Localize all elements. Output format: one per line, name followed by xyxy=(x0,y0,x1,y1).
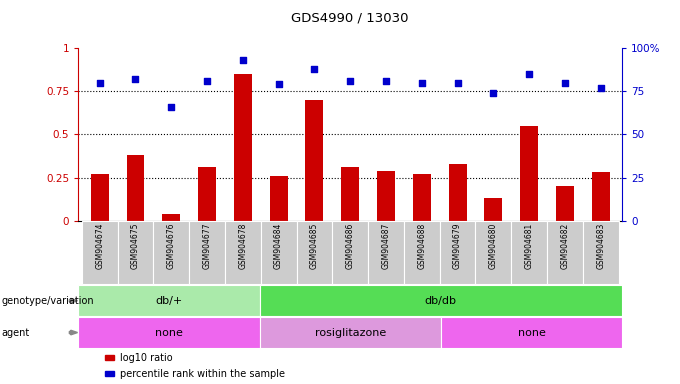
Point xyxy=(524,71,534,77)
Text: GSM904681: GSM904681 xyxy=(525,223,534,269)
FancyBboxPatch shape xyxy=(260,221,296,284)
FancyBboxPatch shape xyxy=(368,221,404,284)
Point xyxy=(273,81,284,88)
Bar xyxy=(341,167,359,221)
Bar xyxy=(126,155,144,221)
Bar xyxy=(90,174,109,221)
FancyBboxPatch shape xyxy=(475,221,511,284)
Bar xyxy=(449,164,466,221)
FancyBboxPatch shape xyxy=(225,221,260,284)
Text: GSM904685: GSM904685 xyxy=(310,223,319,269)
Text: GSM904675: GSM904675 xyxy=(131,223,140,269)
FancyBboxPatch shape xyxy=(333,221,368,284)
Bar xyxy=(198,167,216,221)
Text: db/+: db/+ xyxy=(155,296,182,306)
Point xyxy=(416,79,427,86)
Text: none: none xyxy=(517,328,545,338)
Text: GSM904678: GSM904678 xyxy=(238,223,248,269)
Point xyxy=(595,85,606,91)
Point xyxy=(201,78,212,84)
FancyBboxPatch shape xyxy=(583,221,619,284)
Point xyxy=(452,79,463,86)
Text: GSM904674: GSM904674 xyxy=(95,223,104,269)
Bar xyxy=(413,174,430,221)
FancyBboxPatch shape xyxy=(118,221,154,284)
Bar xyxy=(260,317,441,348)
FancyBboxPatch shape xyxy=(440,221,475,284)
Text: none: none xyxy=(155,328,183,338)
Point xyxy=(488,90,499,96)
Bar xyxy=(163,214,180,221)
Text: GDS4990 / 13030: GDS4990 / 13030 xyxy=(292,12,409,25)
FancyBboxPatch shape xyxy=(296,221,333,284)
Text: genotype/variation: genotype/variation xyxy=(1,296,94,306)
Text: GSM904679: GSM904679 xyxy=(453,223,462,269)
Point xyxy=(345,78,356,84)
Text: rosiglitazone: rosiglitazone xyxy=(315,328,386,338)
Text: GSM904686: GSM904686 xyxy=(345,223,355,269)
Bar xyxy=(270,176,288,221)
Bar xyxy=(78,317,260,348)
Text: GSM904682: GSM904682 xyxy=(560,223,569,269)
Point xyxy=(130,76,141,82)
FancyBboxPatch shape xyxy=(189,221,225,284)
FancyBboxPatch shape xyxy=(511,221,547,284)
Text: GSM904676: GSM904676 xyxy=(167,223,175,269)
FancyBboxPatch shape xyxy=(547,221,583,284)
Bar xyxy=(260,285,622,316)
Text: db/db: db/db xyxy=(425,296,457,306)
Bar xyxy=(305,100,324,221)
Text: percentile rank within the sample: percentile rank within the sample xyxy=(120,369,285,379)
Point xyxy=(560,79,571,86)
Text: GSM904683: GSM904683 xyxy=(596,223,605,269)
Text: GSM904687: GSM904687 xyxy=(381,223,390,269)
Text: GSM904677: GSM904677 xyxy=(203,223,211,269)
Point xyxy=(237,57,248,63)
Point xyxy=(166,104,177,110)
Bar xyxy=(556,186,574,221)
Bar xyxy=(377,171,395,221)
Bar xyxy=(78,285,260,316)
Bar xyxy=(484,199,503,221)
Text: GSM904680: GSM904680 xyxy=(489,223,498,269)
Bar xyxy=(441,317,622,348)
Point xyxy=(381,78,392,84)
FancyBboxPatch shape xyxy=(154,221,189,284)
FancyBboxPatch shape xyxy=(404,221,440,284)
Point xyxy=(309,66,320,72)
Text: log10 ratio: log10 ratio xyxy=(120,353,172,362)
Bar xyxy=(592,172,610,221)
Point xyxy=(95,79,105,86)
Text: GSM904684: GSM904684 xyxy=(274,223,283,269)
Text: agent: agent xyxy=(1,328,30,338)
Text: GSM904688: GSM904688 xyxy=(418,223,426,269)
Bar xyxy=(520,126,538,221)
Bar xyxy=(234,74,252,221)
FancyBboxPatch shape xyxy=(82,221,118,284)
